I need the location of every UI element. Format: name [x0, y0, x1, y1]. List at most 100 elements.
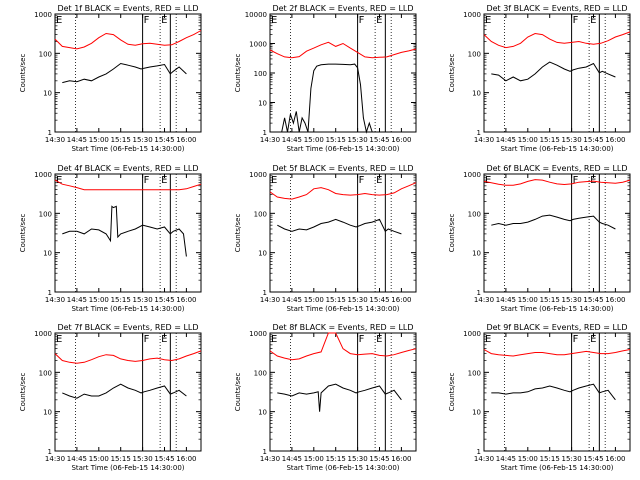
lld-series-line [483, 349, 631, 357]
x-tick-label: 15:30 [133, 136, 153, 144]
y-tick-label: 10 [472, 90, 481, 98]
x-tick-label: 15:00 [89, 296, 109, 304]
plot-frame [269, 332, 417, 452]
x-tick-label: 14:30 [45, 455, 65, 463]
panel-title: Det 3f BLACK = Events, RED = LLD [486, 4, 627, 13]
y-tick-label: 1000 [34, 171, 52, 179]
x-tick-label: 16:00 [176, 136, 196, 144]
x-tick-label: 14:30 [474, 136, 494, 144]
event-marker-label: F [359, 334, 365, 345]
x-tick-label: 14:30 [474, 455, 494, 463]
events-series-line [491, 61, 616, 82]
x-tick-label: 15:00 [304, 455, 324, 463]
x-tick-label: 15:45 [583, 136, 603, 144]
x-tick-label: 15:15 [111, 296, 131, 304]
y-axis-label: Counts/sec [234, 373, 242, 412]
x-tick-label: 15:30 [348, 136, 368, 144]
lld-series-line [269, 182, 417, 200]
x-tick-label: 16:00 [176, 455, 196, 463]
panel-title: Det 9f BLACK = Events, RED = LLD [486, 323, 627, 332]
x-tick-label: 14:45 [67, 136, 87, 144]
event-marker-label: E [590, 334, 596, 345]
x-tick-label: 16:00 [391, 296, 411, 304]
plot-frame [54, 173, 202, 293]
plot-frame [54, 332, 202, 452]
event-marker-label: E [590, 15, 596, 26]
x-tick-label: 16:00 [391, 455, 411, 463]
y-tick-label: 10 [258, 409, 267, 417]
x-axis-label: Start Time (06-Feb-15 14:30:00) [286, 145, 399, 153]
event-marker-label: E [161, 334, 167, 345]
event-marker-label: F [144, 334, 150, 345]
event-marker-label: F [359, 15, 365, 26]
y-tick-label: 10 [472, 409, 481, 417]
x-tick-label: 14:30 [260, 455, 280, 463]
y-tick-label: 100 [39, 50, 52, 58]
x-tick-label: 14:30 [260, 296, 280, 304]
x-tick-label: 14:45 [496, 136, 516, 144]
y-tick-label: 1 [477, 289, 481, 297]
y-tick-label: 1 [48, 289, 52, 297]
y-tick-label: 1 [263, 289, 267, 297]
y-axis-label: Counts/sec [19, 54, 27, 93]
y-tick-label: 100 [468, 369, 481, 377]
y-tick-label: 1 [48, 448, 52, 456]
event-marker-label: E [485, 175, 491, 186]
x-tick-label: 14:30 [45, 136, 65, 144]
x-tick-label: 15:00 [304, 296, 324, 304]
x-tick-label: 15:30 [348, 455, 368, 463]
event-marker-label: E [485, 15, 491, 26]
events-series-line [62, 62, 187, 84]
y-tick-label: 1000 [249, 171, 267, 179]
x-tick-label: 15:00 [518, 136, 538, 144]
panel-title: Det 5f BLACK = Events, RED = LLD [272, 164, 413, 173]
x-tick-label: 15:15 [111, 136, 131, 144]
y-tick-label: 10000 [245, 11, 267, 19]
x-tick-label: 15:30 [133, 455, 153, 463]
x-tick-label: 15:15 [326, 455, 346, 463]
event-marker-label: E [376, 334, 382, 345]
x-tick-label: 15:45 [583, 455, 603, 463]
x-tick-label: 15:15 [540, 296, 560, 304]
x-tick-label: 15:00 [89, 455, 109, 463]
event-marker-label: F [359, 175, 365, 186]
y-axis-label: Counts/sec [19, 214, 27, 253]
x-tick-label: 14:45 [496, 296, 516, 304]
y-tick-label: 100 [254, 210, 267, 218]
x-tick-label: 15:00 [518, 455, 538, 463]
lld-series-line [483, 31, 631, 49]
y-tick-label: 100 [468, 210, 481, 218]
panel-title: Det 6f BLACK = Events, RED = LLD [486, 164, 627, 173]
y-axis-label: Counts/sec [448, 54, 456, 93]
x-axis-label: Start Time (06-Feb-15 14:30:00) [500, 145, 613, 153]
x-axis-label: Start Time (06-Feb-15 14:30:00) [286, 305, 399, 313]
event-marker-label: E [271, 334, 277, 345]
y-tick-label: 1000 [463, 11, 481, 19]
events-series-line [62, 383, 187, 399]
x-tick-label: 15:30 [562, 455, 582, 463]
y-tick-label: 1 [477, 129, 481, 137]
y-tick-label: 10 [43, 250, 52, 258]
events-series-line [491, 214, 616, 230]
y-tick-label: 100 [254, 369, 267, 377]
y-tick-label: 1 [48, 129, 52, 137]
event-marker-label: E [56, 334, 62, 345]
x-tick-label: 15:45 [154, 296, 174, 304]
event-marker-label: E [271, 175, 277, 186]
x-axis-label: Start Time (06-Feb-15 14:30:00) [71, 464, 184, 472]
x-axis-label: Start Time (06-Feb-15 14:30:00) [500, 464, 613, 472]
events-series-line [491, 383, 616, 401]
lld-series-line [54, 179, 202, 191]
y-tick-label: 1000 [249, 330, 267, 338]
event-marker-label: E [376, 175, 382, 186]
x-tick-label: 14:45 [67, 296, 87, 304]
event-marker-label: F [144, 175, 150, 186]
y-tick-label: 1000 [249, 41, 267, 49]
x-tick-label: 15:45 [369, 136, 389, 144]
event-marker-label: E [590, 175, 596, 186]
x-tick-label: 14:45 [282, 296, 302, 304]
